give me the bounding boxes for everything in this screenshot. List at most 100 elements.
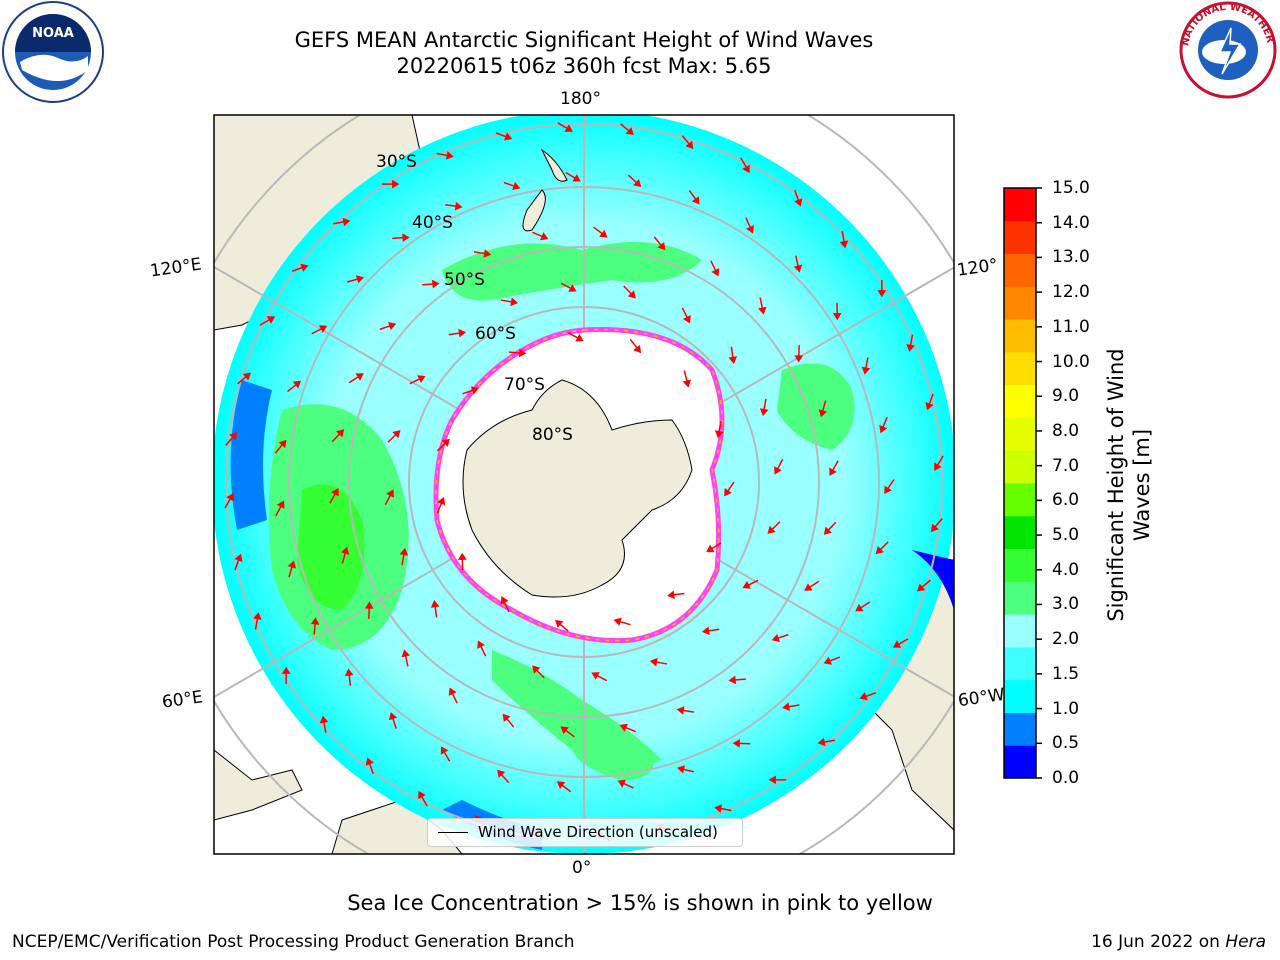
wind-arrow-shaft: [323, 721, 327, 733]
wind-arrow-shaft: [829, 656, 841, 662]
wind-arrow-shaft: [777, 633, 789, 639]
latitude-label-80s: 80°S: [532, 425, 573, 445]
colorbar-band: [1004, 450, 1036, 484]
wind-arrow-head: [292, 380, 302, 389]
wind-arrow-head: [432, 279, 440, 289]
wind-arrow-head: [728, 675, 736, 685]
wind-arrow-head: [728, 356, 738, 365]
chart-title: GEFS MEAN Antarctic Significant Height o…: [294, 28, 874, 52]
nws-logo: NATIONAL WEATHER SERVICE: [1176, 0, 1277, 99]
wind-arrow-head: [445, 151, 454, 160]
wind-arrow-head: [677, 765, 686, 774]
wind-arrow-shaft: [565, 729, 575, 738]
wind-arrow-shaft: [368, 763, 374, 775]
wind-arrow-head: [319, 715, 329, 724]
wind-arrow-shaft: [480, 645, 487, 657]
wind-arrow-head: [388, 712, 398, 721]
wind-arrow-shaft: [341, 552, 347, 564]
wave-patch-north: [442, 242, 702, 301]
colorbar-tick-label: 11.0: [1052, 316, 1090, 337]
colorbar-band: [1004, 712, 1036, 746]
wind-arrow-head: [418, 790, 426, 800]
colorbar-tick-label: 10.0: [1052, 351, 1090, 372]
wind-arrow-head: [832, 313, 842, 321]
colorbar-tick-label: 1.0: [1052, 698, 1080, 719]
wind-arrow-shaft: [254, 618, 259, 630]
wind-arrow-shaft: [329, 493, 336, 504]
wind-arrow-head: [483, 249, 492, 258]
wind-arrow-head: [759, 408, 769, 417]
wind-arrow-head: [649, 657, 658, 667]
wind-arrow-shaft: [503, 601, 510, 613]
wind-arrow-head: [355, 275, 364, 284]
wind-arrow-head: [504, 132, 513, 141]
colorbar-band: [1004, 515, 1036, 550]
wind-arrow-head: [771, 633, 780, 643]
wind-arrow-shaft: [506, 718, 515, 728]
wind-arrow-shaft: [823, 739, 835, 743]
colorbar-tick-label: 1.5: [1052, 663, 1080, 684]
wind-arrow-shaft: [495, 132, 507, 138]
wind-arrow-shaft: [625, 726, 636, 733]
legend-label: Wind Wave Direction (unscaled): [478, 823, 718, 841]
wind-arrow-head: [613, 617, 622, 626]
wind-arrow-shaft: [532, 231, 543, 238]
wind-arrow-shaft: [313, 623, 316, 635]
wind-arrow-shaft: [909, 334, 914, 346]
wind-arrow-head: [281, 666, 291, 674]
wind-arrow-shaft: [392, 236, 404, 240]
wind-arrow-shaft: [445, 204, 457, 208]
wind-arrow-head: [861, 366, 871, 375]
colorbar-tick-label: 8.0: [1052, 420, 1080, 441]
coastal-band-east: [912, 550, 954, 610]
longitude-label-0: 0°: [572, 858, 592, 878]
colorbar-band: [1004, 614, 1036, 648]
colorbar-tick-label: 6.0: [1052, 490, 1080, 511]
legend-line-swatch: [438, 832, 468, 833]
wind-arrow-shaft: [623, 782, 634, 789]
wind-arrow-head: [930, 523, 939, 532]
wind-arrow-head: [724, 488, 732, 497]
sea-ice-note: Sea Ice Concentration > 15% is shown in …: [347, 891, 933, 915]
wind-arrow-shaft: [681, 307, 688, 319]
wind-arrow-head: [430, 599, 440, 608]
wind-arrow-shaft: [348, 376, 359, 384]
wind-arrow-head: [401, 649, 410, 658]
wind-arrow-shaft: [809, 580, 820, 588]
wind-arrow-shaft: [710, 260, 717, 272]
wind-arrow-head: [518, 348, 527, 358]
wind-arrow-head: [226, 493, 234, 502]
wind-arrow-head: [310, 617, 320, 625]
wind-arrow-shaft: [237, 376, 247, 385]
colorbar-band: [1004, 286, 1036, 320]
wind-arrow-head: [287, 560, 297, 569]
colorbar-band: [1004, 384, 1036, 418]
colorbar-band: [1004, 188, 1036, 222]
wind-arrow-shaft: [420, 796, 428, 807]
wind-arrow-head: [458, 328, 467, 338]
wind-arrow-head: [342, 217, 351, 227]
wind-arrow-head: [572, 174, 581, 182]
latitude-label-40s: 40°S: [412, 213, 453, 233]
wind-arrow-head: [266, 316, 276, 324]
wind-arrow-head: [502, 713, 511, 722]
wind-arrow-shaft: [448, 332, 460, 336]
wind-arrow-head: [768, 775, 776, 785]
africa-landmass: [214, 749, 303, 821]
wind-arrow-head: [934, 462, 942, 471]
wind-arrow-head: [884, 485, 892, 494]
wind-arrow-shaft: [225, 436, 234, 446]
wind-arrow-head: [417, 375, 426, 384]
wind-arrow-head: [344, 668, 354, 677]
wind-arrow-head: [823, 526, 832, 535]
wind-arrow-head: [355, 373, 364, 381]
wind-arrow-shaft: [434, 606, 438, 618]
wind-arrow-head: [500, 596, 509, 605]
wind-arrow-shaft: [759, 297, 764, 309]
wind-arrow-head: [477, 640, 486, 649]
wind-arrow-head: [657, 242, 666, 251]
wind-arrow-head: [625, 127, 634, 136]
wind-arrow-head: [617, 779, 626, 788]
colorbar-band: [1004, 646, 1036, 681]
wave-patch-west-core: [297, 484, 365, 610]
